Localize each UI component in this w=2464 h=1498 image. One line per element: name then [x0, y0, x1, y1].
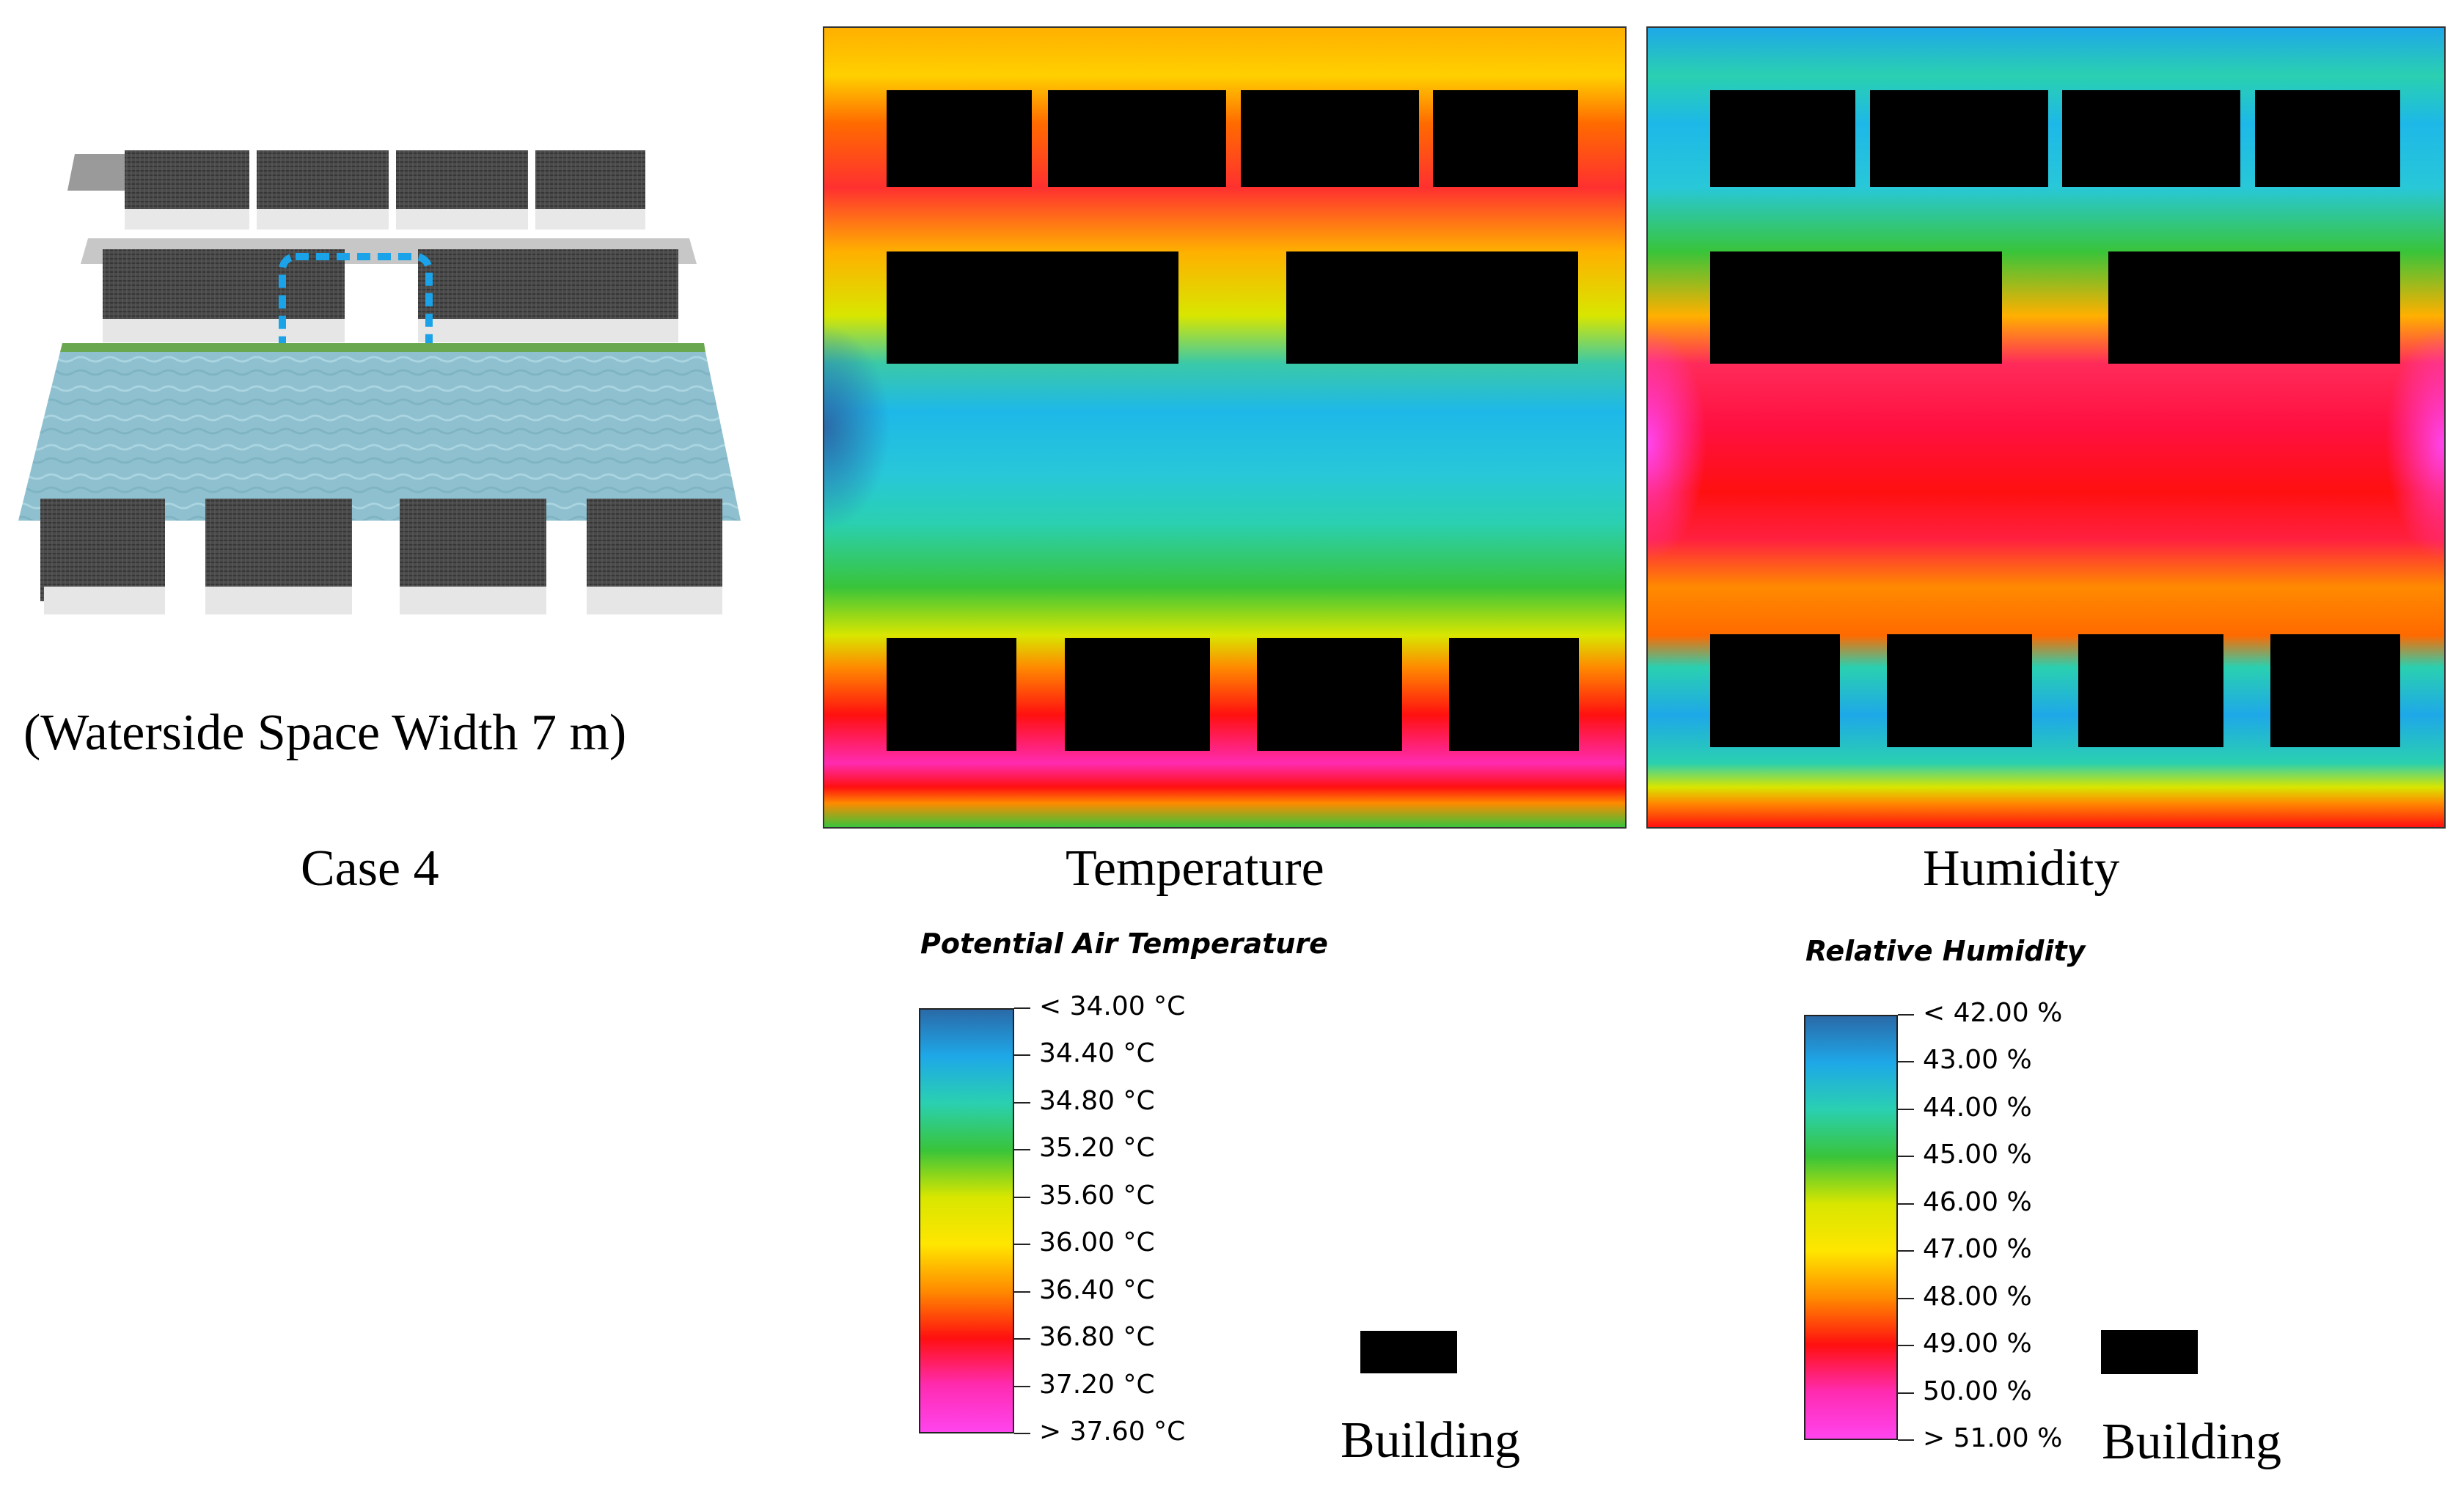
- temperature-tick-label: 36.00 °C: [1039, 1227, 1155, 1258]
- humidity-tick-label: < 42.00 %: [1923, 998, 2063, 1028]
- temperature-tick-mark: [1014, 1196, 1030, 1198]
- temperature-building-swatch: [1360, 1331, 1457, 1373]
- temperature-tick-mark: [1014, 1101, 1030, 1104]
- humidity-tick-mark: [1898, 1250, 1914, 1252]
- rooftop-building-icon: [44, 499, 165, 601]
- building-block: [1870, 90, 2048, 187]
- temperature-tick-label: > 37.60 °C: [1039, 1417, 1186, 1447]
- humidity-panel-label: Humidity: [1923, 840, 2120, 897]
- back-row-houses: [67, 150, 645, 230]
- humidity-tick-label: 50.00 %: [1923, 1376, 2032, 1406]
- humidity-map: [1646, 26, 2446, 829]
- building-block: [1433, 90, 1578, 187]
- rooftop-building-icon: [535, 150, 645, 220]
- humidity-tick-mark: [1898, 1061, 1914, 1063]
- humidity-tick-label: > 51.00 %: [1923, 1423, 2063, 1453]
- temperature-tick-label: 34.40 °C: [1039, 1038, 1155, 1069]
- building-block: [1065, 638, 1210, 751]
- humidity-tick-label: 44.00 %: [1923, 1092, 2032, 1123]
- scene-caption: (Waterside Space Width 7 m): [23, 705, 627, 761]
- temperature-tick-label: 34.80 °C: [1039, 1085, 1155, 1116]
- humidity-building-swatch: [2101, 1330, 2198, 1374]
- building-block: [1241, 90, 1419, 187]
- humidity-tick-label: 46.00 %: [1923, 1186, 2032, 1217]
- humidity-tick-mark: [1898, 1203, 1914, 1205]
- rooftop-building-icon: [418, 249, 678, 330]
- humidity-tick-mark: [1898, 1014, 1914, 1016]
- temperature-tick-label: 36.80 °C: [1039, 1322, 1155, 1353]
- temperature-tick-mark: [1014, 1385, 1030, 1387]
- building-block: [2255, 90, 2400, 187]
- temperature-tick-label: 36.40 °C: [1039, 1274, 1155, 1305]
- humidity-tick-mark: [1898, 1156, 1914, 1158]
- rooftop-building-icon: [205, 499, 352, 601]
- rooftop-building-icon: [400, 499, 546, 601]
- rooftop-building-icon: [103, 249, 345, 330]
- temperature-panel-label: Temperature: [1066, 840, 1324, 897]
- building-block: [887, 251, 1178, 364]
- humidity-color-bar: [1804, 1015, 1898, 1440]
- humidity-tick-mark: [1898, 1439, 1914, 1441]
- building-block: [2078, 634, 2223, 747]
- temperature-tick-mark: [1014, 1244, 1030, 1246]
- temperature-building-label: Building: [1341, 1412, 1521, 1469]
- building-block: [887, 90, 1032, 187]
- humidity-tick-label: 48.00 %: [1923, 1281, 2032, 1312]
- building-block: [1449, 638, 1579, 751]
- temperature-color-bar: [919, 1008, 1014, 1433]
- building-block: [1710, 251, 2002, 364]
- humidity-building-label: Building: [2102, 1414, 2282, 1470]
- temperature-tick-mark: [1014, 1338, 1030, 1340]
- temperature-tick-label: 35.60 °C: [1039, 1180, 1155, 1211]
- rooftop-building-icon: [125, 150, 249, 220]
- front-row-houses: [40, 499, 722, 614]
- humidity-legend-title: Relative Humidity: [1805, 935, 2086, 967]
- humidity-tick-label: 43.00 %: [1923, 1045, 2032, 1076]
- waterside-3d-scene: [18, 150, 741, 614]
- river-water-icon: [18, 352, 741, 521]
- temperature-tick-mark: [1014, 1433, 1030, 1434]
- case-label: Case 4: [301, 840, 439, 897]
- temperature-tick-mark: [1014, 1054, 1030, 1057]
- building-block: [1286, 251, 1578, 364]
- temperature-tick-mark: [1014, 1007, 1030, 1009]
- building-block: [2270, 634, 2400, 747]
- temperature-tick-label: 37.20 °C: [1039, 1369, 1155, 1400]
- rooftop-building-icon: [396, 150, 528, 220]
- building-block: [2062, 90, 2240, 187]
- rooftop-building-icon: [587, 499, 722, 601]
- temperature-map: [823, 26, 1627, 829]
- temperature-tick-mark: [1014, 1149, 1030, 1151]
- humidity-tick-label: 49.00 %: [1923, 1329, 2032, 1359]
- humidity-tick-mark: [1898, 1392, 1914, 1394]
- temperature-tick-label: < 34.00 °C: [1039, 991, 1186, 1021]
- humidity-tick-mark: [1898, 1108, 1914, 1110]
- building-block: [887, 638, 1016, 751]
- building-block: [1048, 90, 1226, 187]
- humidity-tick-label: 47.00 %: [1923, 1234, 2032, 1265]
- rooftop-building-icon: [257, 150, 389, 220]
- humidity-tick-label: 45.00 %: [1923, 1139, 2032, 1170]
- building-block: [1887, 634, 2032, 747]
- humidity-tick-mark: [1898, 1297, 1914, 1299]
- building-block: [1710, 90, 1855, 187]
- humidity-tick-mark: [1898, 1345, 1914, 1347]
- building-block: [1710, 634, 1840, 747]
- building-block: [2108, 251, 2400, 364]
- building-block: [1257, 638, 1402, 751]
- temperature-legend-title: Potential Air Temperature: [920, 928, 1328, 960]
- temperature-tick-label: 35.20 °C: [1039, 1133, 1155, 1164]
- temperature-tick-mark: [1014, 1290, 1030, 1293]
